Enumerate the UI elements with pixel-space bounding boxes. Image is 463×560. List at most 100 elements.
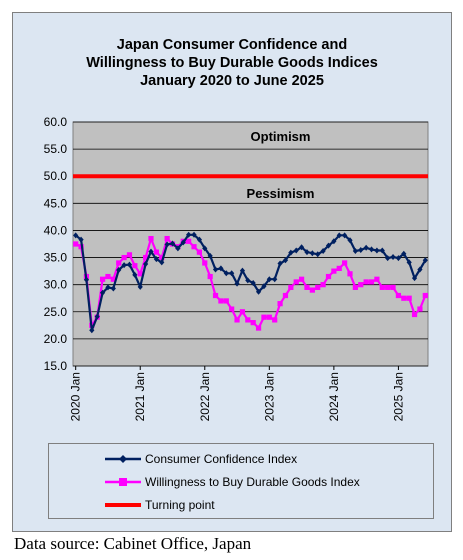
data-point-durable-goods <box>336 265 342 271</box>
data-point-durable-goods <box>320 282 326 288</box>
data-point-consumer-confidence <box>202 245 208 252</box>
data-point-consumer-confidence <box>234 280 240 287</box>
data-point-durable-goods <box>73 241 79 247</box>
chart-title: Japan Consumer Confidence and Willingnes… <box>12 36 452 90</box>
data-point-consumer-confidence <box>272 276 278 283</box>
data-point-durable-goods <box>331 268 337 274</box>
data-point-consumer-confidence <box>374 247 380 254</box>
data-point-durable-goods <box>234 317 240 323</box>
data-point-durable-goods <box>288 284 294 290</box>
data-point-consumer-confidence <box>368 246 375 253</box>
data-point-consumer-confidence <box>315 251 321 258</box>
data-point-durable-goods <box>401 295 407 301</box>
data-point-durable-goods <box>358 282 364 288</box>
data-point-consumer-confidence <box>298 244 305 251</box>
data-point-durable-goods <box>266 314 272 320</box>
data-point-consumer-confidence <box>126 261 133 268</box>
data-point-durable-goods <box>374 276 380 282</box>
data-point-consumer-confidence <box>385 255 391 262</box>
x-tick-label: 2021 Jan <box>133 372 147 421</box>
y-tick-label: 15.0 <box>44 359 68 373</box>
data-point-consumer-confidence <box>358 246 364 253</box>
data-point-consumer-confidence <box>137 283 143 290</box>
data-point-durable-goods <box>325 273 332 280</box>
data-point-consumer-confidence <box>186 231 192 238</box>
data-point-consumer-confidence <box>99 289 106 296</box>
data-point-durable-goods <box>395 292 402 299</box>
data-point-consumer-confidence <box>229 270 235 277</box>
legend-label-turning-point: Turning point <box>145 498 215 512</box>
data-point-durable-goods <box>218 298 224 304</box>
data-point-durable-goods <box>137 271 143 277</box>
data-point-durable-goods <box>143 254 149 261</box>
data-point-consumer-confidence <box>379 247 385 254</box>
data-point-durable-goods <box>277 301 283 307</box>
data-point-durable-goods <box>255 325 262 331</box>
data-point-consumer-confidence <box>83 276 90 283</box>
data-point-durable-goods <box>110 276 116 282</box>
y-tick-label: 50.0 <box>44 169 68 183</box>
data-point-durable-goods <box>250 320 256 326</box>
data-point-durable-goods <box>406 295 412 301</box>
data-point-durable-goods <box>363 279 369 285</box>
data-point-durable-goods <box>207 273 213 280</box>
x-tick-label: 2023 Jan <box>262 372 276 421</box>
data-point-consumer-confidence <box>411 275 418 282</box>
chart-legend: Consumer Confidence Index Willingness to… <box>48 443 434 519</box>
data-point-consumer-confidence <box>105 284 111 291</box>
data-point-durable-goods <box>422 292 428 299</box>
y-tick-label: 20.0 <box>44 332 68 346</box>
data-point-consumer-confidence <box>196 236 203 243</box>
chart-title-line-3: January 2020 to June 2025 <box>140 73 324 89</box>
data-point-consumer-confidence <box>288 249 294 256</box>
data-point-durable-goods <box>293 279 299 285</box>
data-point-durable-goods <box>272 317 278 323</box>
data-point-durable-goods <box>411 311 418 318</box>
data-point-durable-goods <box>132 263 138 269</box>
data-point-consumer-confidence <box>169 240 176 247</box>
data-point-durable-goods <box>229 306 235 312</box>
data-point-durable-goods <box>105 273 111 280</box>
data-point-durable-goods <box>304 284 310 290</box>
data-point-durable-goods <box>116 260 122 266</box>
y-tick-label: 35.0 <box>44 251 68 265</box>
data-point-consumer-confidence <box>73 232 79 239</box>
data-point-consumer-confidence <box>78 236 84 243</box>
data-point-durable-goods <box>352 284 358 290</box>
x-tick-label: 2024 Jan <box>327 372 341 421</box>
data-point-consumer-confidence <box>395 255 402 262</box>
y-tick-label: 30.0 <box>44 278 68 292</box>
chart-title-line-1: Japan Consumer Confidence and <box>116 37 348 53</box>
data-point-consumer-confidence <box>143 261 149 268</box>
data-point-durable-goods <box>315 284 321 290</box>
data-point-durable-goods <box>379 284 385 290</box>
data-point-consumer-confidence <box>336 232 342 239</box>
data-point-durable-goods <box>261 314 267 320</box>
data-point-durable-goods <box>309 287 315 293</box>
data-point-durable-goods <box>223 298 229 304</box>
data-source-note: Data source: Cabinet Office, Japan <box>14 534 252 553</box>
annotation-optimism: Optimism <box>251 129 311 144</box>
data-point-consumer-confidence <box>255 288 262 295</box>
data-point-durable-goods <box>239 309 246 315</box>
data-point-consumer-confidence <box>320 248 326 255</box>
data-point-consumer-confidence <box>153 256 159 263</box>
data-point-consumer-confidence <box>148 248 154 255</box>
data-point-durable-goods <box>126 252 133 258</box>
y-tick-label: 40.0 <box>44 223 68 237</box>
data-point-consumer-confidence <box>331 238 337 245</box>
data-point-durable-goods <box>368 279 375 285</box>
data-point-consumer-confidence <box>110 285 116 292</box>
legend-label-durable-goods: Willingness to Buy Durable Goods Index <box>145 475 360 489</box>
x-tick-label: 2020 Jan <box>69 372 83 421</box>
legend-label-consumer-confidence: Consumer Confidence Index <box>145 452 298 466</box>
data-point-durable-goods <box>196 249 203 255</box>
data-point-consumer-confidence <box>309 250 315 257</box>
data-point-consumer-confidence <box>401 250 407 257</box>
data-point-durable-goods <box>153 249 159 255</box>
data-point-durable-goods <box>186 238 192 244</box>
data-point-consumer-confidence <box>212 266 219 273</box>
data-point-consumer-confidence <box>342 232 348 239</box>
y-tick-label: 60.0 <box>44 115 68 129</box>
